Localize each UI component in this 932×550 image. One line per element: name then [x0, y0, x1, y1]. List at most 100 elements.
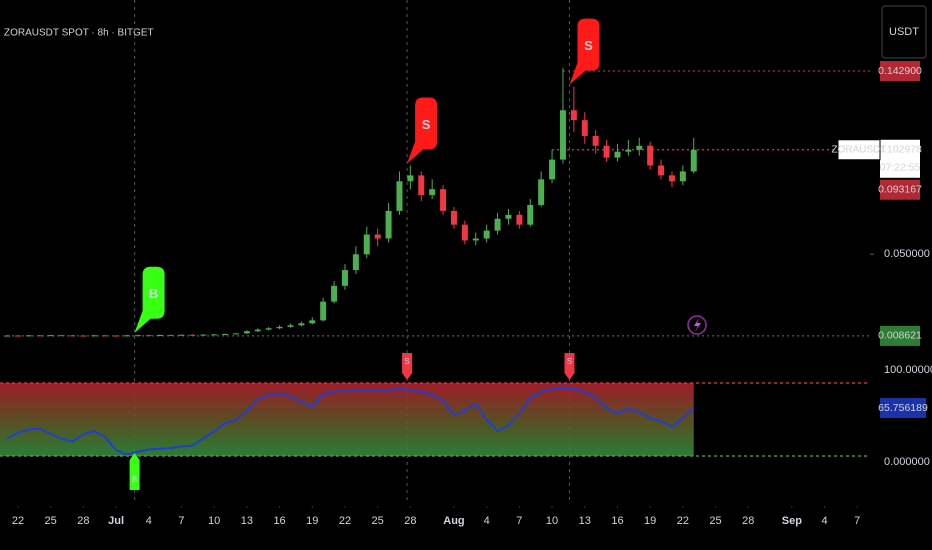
price-tag	[880, 179, 920, 200]
candle-body	[625, 149, 632, 152]
candle-body	[298, 323, 305, 326]
x-tick-label: Sep	[782, 515, 802, 527]
candle-body	[25, 335, 32, 337]
oscillator-signal	[129, 460, 140, 491]
x-tick-label: Aug	[443, 515, 464, 527]
x-tick-label: 4	[484, 515, 490, 527]
candle-body	[222, 333, 229, 335]
x-tick-label: 22	[12, 515, 24, 527]
candle-body	[516, 214, 523, 225]
x-tick-label: 7	[516, 515, 522, 527]
candle-body	[58, 335, 65, 337]
candle-body	[287, 325, 294, 327]
x-tick-label: 19	[306, 515, 318, 527]
candle-body	[679, 171, 686, 182]
candle-body	[113, 335, 120, 337]
price-tag-countdown: 07:22:55	[880, 162, 921, 174]
candle-body	[658, 165, 665, 176]
candle-body	[581, 120, 588, 136]
oscillator-band	[0, 383, 694, 457]
x-tick-label: 16	[611, 515, 623, 527]
signal-label: B	[149, 286, 158, 301]
candle-body	[102, 335, 109, 337]
x-tick-label: 4	[146, 515, 152, 527]
value-tag	[880, 398, 926, 419]
symbol-tag	[837, 139, 881, 161]
x-tick-label: 28	[404, 515, 416, 527]
candle-body	[341, 270, 348, 286]
candle-body	[549, 159, 556, 180]
x-tick-label: 22	[339, 515, 351, 527]
x-tick-label: 10	[208, 515, 220, 527]
x-tick-label: 7	[854, 515, 860, 527]
candle-body	[47, 335, 54, 337]
signal-label: S	[422, 117, 431, 132]
candle-body	[570, 110, 577, 121]
symbol-tag-label: ZORAUSDT	[832, 144, 887, 155]
oscillator-signal	[402, 353, 413, 374]
candle-body	[461, 224, 468, 241]
candle-body	[232, 333, 239, 335]
oscillator-signal-label: S	[567, 357, 572, 366]
signal-bubble	[569, 18, 600, 85]
candle-body	[592, 135, 599, 146]
candle-body	[668, 175, 675, 182]
price-tag-label: 0.102978	[878, 144, 922, 156]
candle-body	[527, 204, 534, 225]
currency-button[interactable]	[881, 5, 927, 59]
candle-body	[603, 145, 610, 158]
candle-body	[276, 326, 283, 329]
oscillator-signal-tip	[564, 373, 575, 381]
candle-body	[243, 331, 250, 334]
x-tick-label: 7	[178, 515, 184, 527]
candle-body	[189, 334, 196, 336]
candle-body	[636, 145, 643, 150]
candle-body	[167, 334, 174, 336]
candle-body	[69, 335, 76, 337]
candle-body	[123, 335, 130, 337]
x-tick-label: 10	[546, 515, 558, 527]
oscillator-signal-tip	[129, 453, 140, 461]
candle-body	[374, 234, 381, 239]
currency-label[interactable]: USDT	[889, 26, 919, 38]
candle-body	[559, 110, 566, 160]
candle-body	[483, 230, 490, 239]
oscillator-signal-label: S	[404, 357, 409, 366]
candle-body	[450, 210, 457, 225]
candle-body	[145, 335, 152, 337]
y-tick-label: 0.050000	[884, 248, 930, 260]
signal-label: S	[584, 38, 593, 53]
x-tick-label: 28	[77, 515, 89, 527]
candle-body	[407, 175, 414, 182]
candle-body	[494, 218, 501, 231]
candle-body	[614, 151, 621, 158]
candle-body	[200, 334, 207, 336]
candle-body	[440, 189, 447, 211]
x-tick-label: 25	[45, 515, 57, 527]
alert-icon[interactable]	[687, 315, 707, 335]
candle-body	[309, 320, 316, 324]
candle-body	[265, 328, 272, 330]
candle-body	[363, 234, 370, 255]
signal-bubble	[134, 266, 165, 333]
value-tag-label: 65.756189	[878, 402, 928, 414]
candle-body	[156, 334, 163, 336]
y-tick-label: 100.000000	[884, 364, 932, 376]
candle-body	[418, 175, 425, 196]
x-tick-label: 13	[579, 515, 591, 527]
oscillator-signal-tip	[402, 373, 413, 381]
price-tag-label: 0.142900	[878, 65, 922, 77]
candle-body	[134, 335, 141, 337]
candle-body	[331, 285, 338, 302]
candle-body	[14, 335, 21, 337]
candle-body	[80, 335, 87, 337]
candle-body	[472, 238, 479, 241]
price-tag	[880, 325, 920, 346]
candle-body	[396, 181, 403, 211]
signal-bubble	[407, 97, 438, 164]
candle-body	[505, 214, 512, 219]
x-tick-label: 25	[372, 515, 384, 527]
candle-body	[352, 254, 359, 271]
x-tick-label: Jul	[108, 515, 124, 527]
